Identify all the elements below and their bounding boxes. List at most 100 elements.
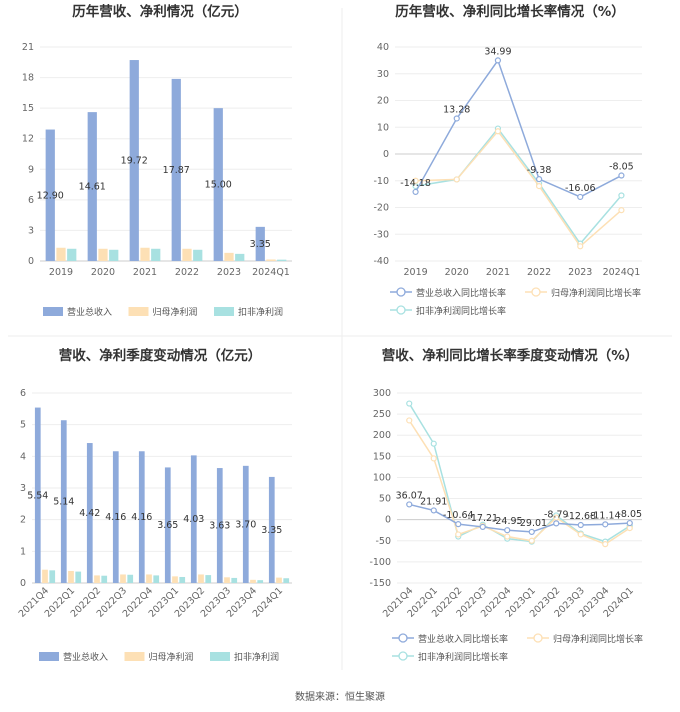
data-point bbox=[626, 525, 633, 532]
data-point bbox=[406, 400, 413, 407]
legend-label: 归母净利润同比增长率 bbox=[553, 633, 643, 645]
data-label: 21.91 bbox=[420, 496, 447, 507]
bar bbox=[198, 574, 204, 583]
bar bbox=[268, 476, 275, 583]
bar bbox=[172, 576, 178, 583]
legend-marker bbox=[533, 633, 543, 643]
data-point bbox=[618, 207, 625, 214]
x-tick-label: 2023 bbox=[568, 267, 592, 278]
data-label: 4.16 bbox=[105, 512, 126, 523]
bar bbox=[138, 451, 145, 583]
data-label: -8.79 bbox=[544, 509, 569, 520]
series-line bbox=[414, 58, 622, 198]
data-label: 4.42 bbox=[79, 508, 100, 519]
bar bbox=[75, 571, 82, 583]
data-label: -14.18 bbox=[400, 178, 431, 189]
data-label: 15.00 bbox=[205, 180, 232, 191]
data-label: 3.35 bbox=[250, 239, 271, 250]
x-tick-label: 2023 bbox=[217, 267, 241, 278]
data-point bbox=[626, 519, 633, 527]
data-point bbox=[479, 523, 486, 531]
data-point bbox=[553, 520, 560, 527]
y-tick-label: 9 bbox=[28, 164, 34, 175]
x-tick-label: 2020 bbox=[445, 267, 469, 278]
data-label: 5.54 bbox=[27, 490, 48, 501]
data-point bbox=[455, 521, 462, 528]
bar bbox=[213, 108, 223, 262]
y-tick-label: -30 bbox=[373, 229, 389, 240]
y-tick-label: -50 bbox=[375, 536, 391, 547]
data-label: 19.72 bbox=[121, 156, 148, 167]
bar bbox=[56, 247, 66, 261]
legend-label: 营业总收入 bbox=[67, 306, 112, 318]
chart-title: 营收、净利季度变动情况（亿元） bbox=[59, 347, 262, 364]
bar bbox=[224, 577, 230, 583]
bar bbox=[87, 112, 97, 261]
y-tick-label: 1 bbox=[20, 546, 26, 557]
data-point bbox=[602, 541, 609, 548]
bar bbox=[193, 249, 203, 261]
bar bbox=[171, 78, 181, 262]
data-label: 36.07 bbox=[396, 490, 423, 501]
legend-label: 归母净利润 bbox=[149, 651, 194, 663]
bar bbox=[112, 451, 119, 583]
bar bbox=[277, 259, 287, 261]
legend-swatch bbox=[43, 307, 63, 316]
data-label: -9.38 bbox=[527, 165, 552, 176]
data-label: 4.16 bbox=[131, 512, 152, 523]
bar bbox=[146, 574, 152, 583]
series-line bbox=[408, 403, 631, 543]
bar bbox=[98, 248, 108, 261]
data-point bbox=[535, 183, 543, 190]
bar bbox=[68, 570, 74, 583]
legend-label: 营业总收入 bbox=[63, 651, 108, 663]
legend-label: 扣非净利润同比增长率 bbox=[418, 651, 508, 663]
y-tick-label: 18 bbox=[22, 73, 34, 84]
data-point bbox=[618, 192, 625, 199]
data-point bbox=[430, 455, 437, 462]
y-tick-label: 6 bbox=[28, 195, 34, 206]
data-label: -8.05 bbox=[609, 162, 634, 173]
y-tick-label: 3 bbox=[28, 225, 34, 236]
data-point bbox=[412, 188, 419, 196]
bar bbox=[182, 248, 192, 261]
data-source: 数据来源：恒生聚源 bbox=[295, 690, 385, 703]
data-point bbox=[577, 521, 584, 529]
data-point bbox=[430, 440, 437, 447]
y-tick-label: 0 bbox=[20, 578, 26, 589]
x-tick-label: 2019 bbox=[403, 267, 427, 278]
legend-marker bbox=[396, 287, 406, 297]
bar bbox=[45, 129, 55, 261]
legend-label: 归母净利润 bbox=[153, 306, 198, 318]
data-label: 34.99 bbox=[484, 46, 511, 57]
y-tick-label: 6 bbox=[20, 388, 26, 399]
bar bbox=[34, 407, 41, 583]
bar bbox=[60, 420, 67, 583]
data-point bbox=[406, 417, 413, 424]
bar bbox=[129, 60, 139, 261]
data-point bbox=[406, 501, 413, 508]
legend-swatch bbox=[128, 307, 149, 316]
bar bbox=[216, 468, 223, 583]
legend-marker bbox=[531, 287, 541, 297]
data-label: 17.87 bbox=[163, 165, 190, 176]
y-tick-label: -20 bbox=[373, 203, 389, 214]
legend-label: 扣非净利润同比增长率 bbox=[416, 305, 506, 317]
y-tick-label: 0 bbox=[28, 256, 34, 267]
legend-marker bbox=[396, 305, 406, 315]
bar bbox=[164, 467, 171, 583]
y-tick-label: 20 bbox=[377, 96, 389, 107]
legend-label: 营业总收入同比增长率 bbox=[418, 633, 508, 645]
data-label: 3.65 bbox=[157, 520, 178, 531]
legend-marker bbox=[398, 633, 408, 643]
data-point bbox=[535, 175, 543, 183]
data-label: 3.63 bbox=[209, 521, 230, 532]
data-label: 3.70 bbox=[235, 519, 256, 530]
data-point bbox=[528, 537, 535, 544]
data-label: -12.68 bbox=[565, 511, 596, 522]
data-label: 13.28 bbox=[443, 104, 470, 115]
x-tick-label: 2021 bbox=[133, 267, 157, 278]
chart-title: 历年营收、净利同比增长率情况（%） bbox=[395, 3, 625, 20]
data-label: -10.64 bbox=[443, 510, 474, 521]
